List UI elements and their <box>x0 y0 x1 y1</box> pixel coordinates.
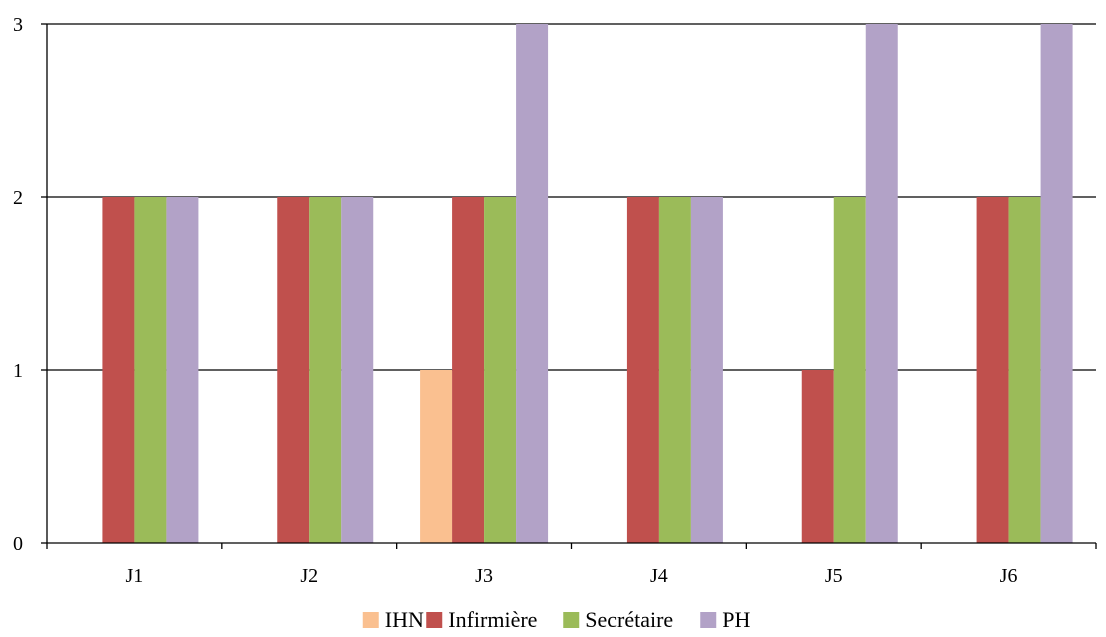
legend-swatch <box>426 612 443 628</box>
legend-label: Secrétaire <box>585 607 673 632</box>
y-tick-label: 3 <box>13 14 23 36</box>
x-tick-label: J6 <box>1000 565 1018 587</box>
bar-infirmi-re-j5 <box>801 370 834 543</box>
bar-secr-taire-j1 <box>134 197 167 543</box>
bar-ph-j4 <box>690 197 723 543</box>
y-tick-label: 2 <box>13 187 23 209</box>
bar-infirmi-re-j1 <box>102 197 135 543</box>
bar-infirmi-re-j3 <box>452 197 485 543</box>
bar-ihn-j3 <box>420 370 453 543</box>
legend-label: Infirmière <box>448 607 537 632</box>
bar-infirmi-re-j4 <box>626 197 659 543</box>
legend-swatch <box>700 612 717 628</box>
legend-swatch <box>563 612 580 628</box>
bar-secr-taire-j3 <box>484 197 517 543</box>
legend-swatch <box>362 612 379 628</box>
bar-ph-j3 <box>516 24 549 543</box>
bar-ph-j2 <box>341 197 374 543</box>
bar-ph-j1 <box>166 197 199 543</box>
y-tick-labels: 0 1 2 3 <box>13 14 23 555</box>
bar-ph-j6 <box>1040 24 1073 543</box>
legend-label: PH <box>722 607 750 632</box>
bar-secr-taire-j4 <box>658 197 691 543</box>
axes <box>41 23 1097 549</box>
x-tick-label: J5 <box>825 565 843 587</box>
bar-infirmi-re-j2 <box>277 197 310 543</box>
legend-label: IHN <box>385 607 424 632</box>
y-tick-label: 0 <box>13 533 23 555</box>
bar-ph-j5 <box>865 24 898 543</box>
x-tick-label: J3 <box>475 565 493 587</box>
bar-secr-taire-j5 <box>833 197 866 543</box>
legend: IHN Infirmière Secrétaire PH <box>362 607 750 632</box>
bar-infirmi-re-j6 <box>976 197 1009 543</box>
x-tick-label: J2 <box>300 565 318 587</box>
gridlines <box>47 23 1096 371</box>
bar-secr-taire-j6 <box>1008 197 1041 543</box>
y-tick-label: 1 <box>13 360 23 382</box>
bar-secr-taire-j2 <box>309 197 342 543</box>
x-tick-labels: J1 J2 J3 J4 J5 J6 <box>126 565 1018 587</box>
x-tick-label: J4 <box>650 565 668 587</box>
bars <box>102 24 1073 543</box>
x-tick-label: J1 <box>126 565 144 587</box>
